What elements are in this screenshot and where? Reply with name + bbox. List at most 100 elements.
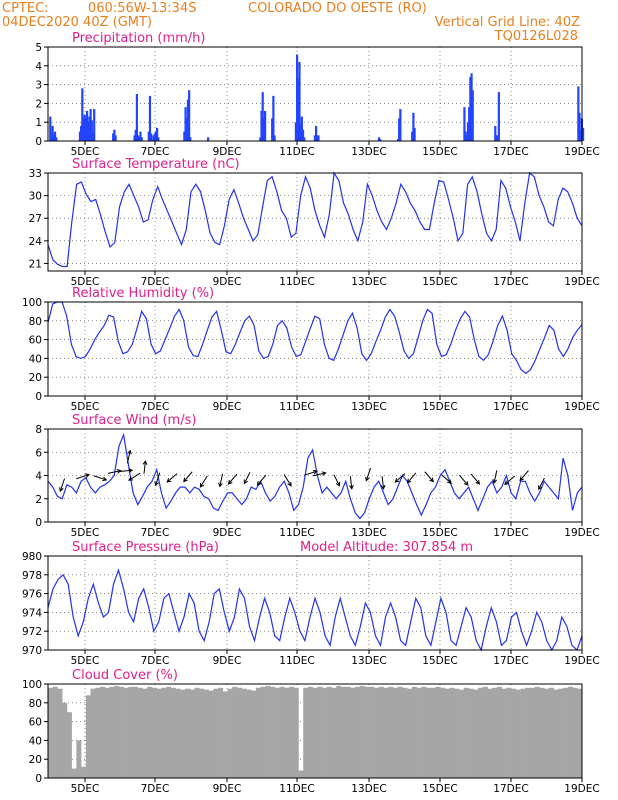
cloud-bar — [525, 687, 531, 778]
precip-bar — [399, 109, 402, 141]
precip-bar — [88, 116, 91, 141]
panel-cloud: Cloud Cover (%) 0 20 40 60 80 100 5DEC 7DEC 9DEC 1… — [22, 668, 600, 795]
wind-arrow-head — [128, 476, 134, 481]
header-code: TQ0126L028 — [494, 29, 578, 44]
x-tick-label: 13DEC — [351, 783, 386, 795]
wind-arrow-head — [349, 484, 354, 490]
x-tick-label: 11DEC — [279, 655, 314, 667]
precip-bar — [260, 110, 263, 141]
cloud-bar — [137, 687, 143, 778]
x-tick-label: 13DEC — [351, 401, 386, 413]
x-tick-label: 15DEC — [422, 276, 457, 288]
panel-wind: Surface Wind (m/s) 0 2 4 6 8 5DEC 7DEC 9DEC 11DEC… — [35, 413, 599, 539]
y-tick-label: 20 — [29, 372, 42, 384]
cloud-bar — [104, 687, 110, 778]
cloud-bar — [90, 688, 96, 778]
cloud-bar — [539, 687, 545, 778]
y-tick-label: 40 — [29, 735, 42, 747]
precip-bar — [301, 129, 305, 141]
x-tick-label: 19DEC — [564, 401, 599, 413]
cloud-bar — [468, 688, 474, 778]
x-tick-label: 17DEC — [493, 783, 528, 795]
wind-arrow-head — [166, 478, 172, 483]
cloud-bar — [241, 688, 247, 778]
cloud-bar — [199, 688, 205, 778]
precip-bar — [114, 135, 117, 141]
x-tick-label: 9DEC — [213, 655, 242, 667]
precip-bar — [91, 133, 95, 141]
cloud-bar — [265, 685, 271, 778]
precip-bar — [579, 129, 582, 141]
panel-temp: Surface Temperature (nC) 21 24 27 30 33 5DEC 7D… — [29, 157, 600, 288]
cloud-bar — [336, 685, 342, 778]
cloud-bar — [85, 695, 91, 778]
y-tick-label: 8 — [35, 424, 42, 436]
cloud-bar — [156, 688, 162, 778]
y-tick-label: 27 — [29, 213, 42, 225]
y-tick-label: 2 — [35, 494, 42, 506]
cloud-bar — [237, 687, 243, 778]
y-tick-label: 974 — [22, 607, 42, 619]
wind-arrow — [219, 473, 224, 487]
cloud-bar — [185, 688, 191, 778]
precip-bar — [134, 129, 137, 141]
y-tick-label: 60 — [29, 717, 42, 729]
panel-pres: Surface Pressure (hPa) Model Altitude: 30… — [22, 540, 600, 667]
wind-arrow-head — [218, 482, 223, 488]
panel-title: Precipitation (mm/h) — [72, 31, 205, 46]
cloud-bar — [170, 687, 176, 778]
wind-arrow-head — [84, 473, 90, 478]
x-tick-label: 17DEC — [493, 527, 528, 539]
wind-arrow-head — [128, 468, 134, 473]
wind-arrow-head — [429, 477, 434, 483]
y-tick-label: 972 — [22, 626, 42, 638]
cloud-bar — [331, 687, 337, 778]
panel-frame — [47, 172, 583, 272]
cloud-bar — [435, 686, 441, 778]
cloud-bar — [383, 687, 389, 778]
wind-arrow-head — [183, 477, 188, 483]
cloud-bar — [463, 687, 469, 778]
precip-bar — [87, 122, 90, 141]
precip-bar — [52, 135, 55, 141]
panel-rh: Relative Humidity (%) 0 20 40 60 80 100 5DEC 7DE… — [22, 286, 600, 413]
precip-bar — [139, 131, 142, 141]
header-grid-note: Vertical Grid Line: 40Z — [435, 15, 580, 30]
precip-bar — [497, 92, 500, 141]
x-tick-label: 19DEC — [564, 527, 599, 539]
precip-bar — [50, 133, 53, 141]
cloud-bar — [213, 688, 219, 778]
wind-arrow-head — [406, 478, 412, 484]
wind-arrow — [283, 474, 292, 487]
cloud-bar — [378, 686, 384, 778]
cloud-bar — [577, 688, 583, 778]
precip-bar — [135, 94, 139, 141]
precip-bar — [262, 118, 265, 141]
cloud-bar — [374, 687, 380, 778]
precip-bar — [154, 131, 157, 141]
wind-arrow — [519, 470, 529, 481]
cloud-bar — [307, 686, 313, 778]
cloud-bar — [572, 687, 578, 778]
cloud-bar — [317, 686, 323, 778]
cloud-bar — [208, 690, 214, 778]
precip-bar — [398, 118, 401, 141]
wind-arrow-head — [154, 481, 159, 487]
panel-title: Surface Temperature (nC) — [72, 157, 240, 172]
x-tick-label: 9DEC — [213, 401, 242, 413]
wind-arrow — [441, 474, 452, 484]
precip-bar — [317, 135, 320, 141]
cloud-bar — [454, 688, 460, 778]
precip-bar — [188, 90, 191, 141]
wind-arrow — [394, 473, 406, 483]
wind-arrow — [183, 471, 193, 482]
cloud-bar — [194, 687, 200, 778]
precip-bar — [412, 112, 415, 141]
cloud-bar — [109, 686, 115, 778]
x-tick-label: 17DEC — [493, 655, 528, 667]
precip-bar — [81, 88, 84, 141]
precip-bar — [315, 125, 318, 141]
x-tick-label: 7DEC — [141, 146, 170, 158]
cloud-bar — [530, 687, 536, 778]
x-tick-label: 13DEC — [351, 276, 386, 288]
